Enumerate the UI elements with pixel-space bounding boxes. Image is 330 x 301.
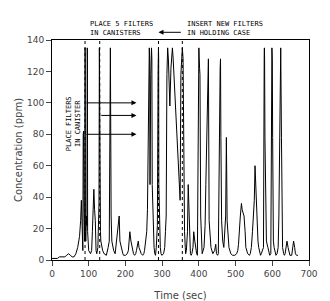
svg-text:60: 60 — [33, 161, 45, 171]
svg-text:80: 80 — [33, 129, 45, 139]
svg-text:0: 0 — [38, 255, 44, 265]
svg-text:120: 120 — [27, 67, 44, 77]
svg-text:200: 200 — [117, 269, 134, 279]
svg-text:Concentration (ppm): Concentration (ppm) — [13, 98, 24, 202]
svg-text:140: 140 — [27, 35, 44, 45]
svg-text:INSERT NEW FILTERSIN HOLDING C: INSERT NEW FILTERSIN HOLDING CASE — [187, 20, 263, 37]
svg-text:100: 100 — [27, 98, 44, 108]
svg-text:300: 300 — [154, 269, 171, 279]
svg-text:500: 500 — [227, 269, 244, 279]
svg-text:700: 700 — [300, 269, 317, 279]
svg-text:0: 0 — [49, 269, 55, 279]
svg-text:PLACE 5 FILTERSIN CANISTERS: PLACE 5 FILTERSIN CANISTERS — [90, 20, 153, 37]
svg-text:100: 100 — [80, 269, 97, 279]
svg-text:600: 600 — [264, 269, 281, 279]
svg-text:Time (sec): Time (sec) — [153, 290, 206, 301]
svg-text:40: 40 — [33, 192, 45, 202]
svg-text:20: 20 — [33, 224, 45, 234]
svg-text:PLACE FILTERSIN CANISTER: PLACE FILTERSIN CANISTER — [65, 96, 82, 151]
svg-text:400: 400 — [190, 269, 207, 279]
